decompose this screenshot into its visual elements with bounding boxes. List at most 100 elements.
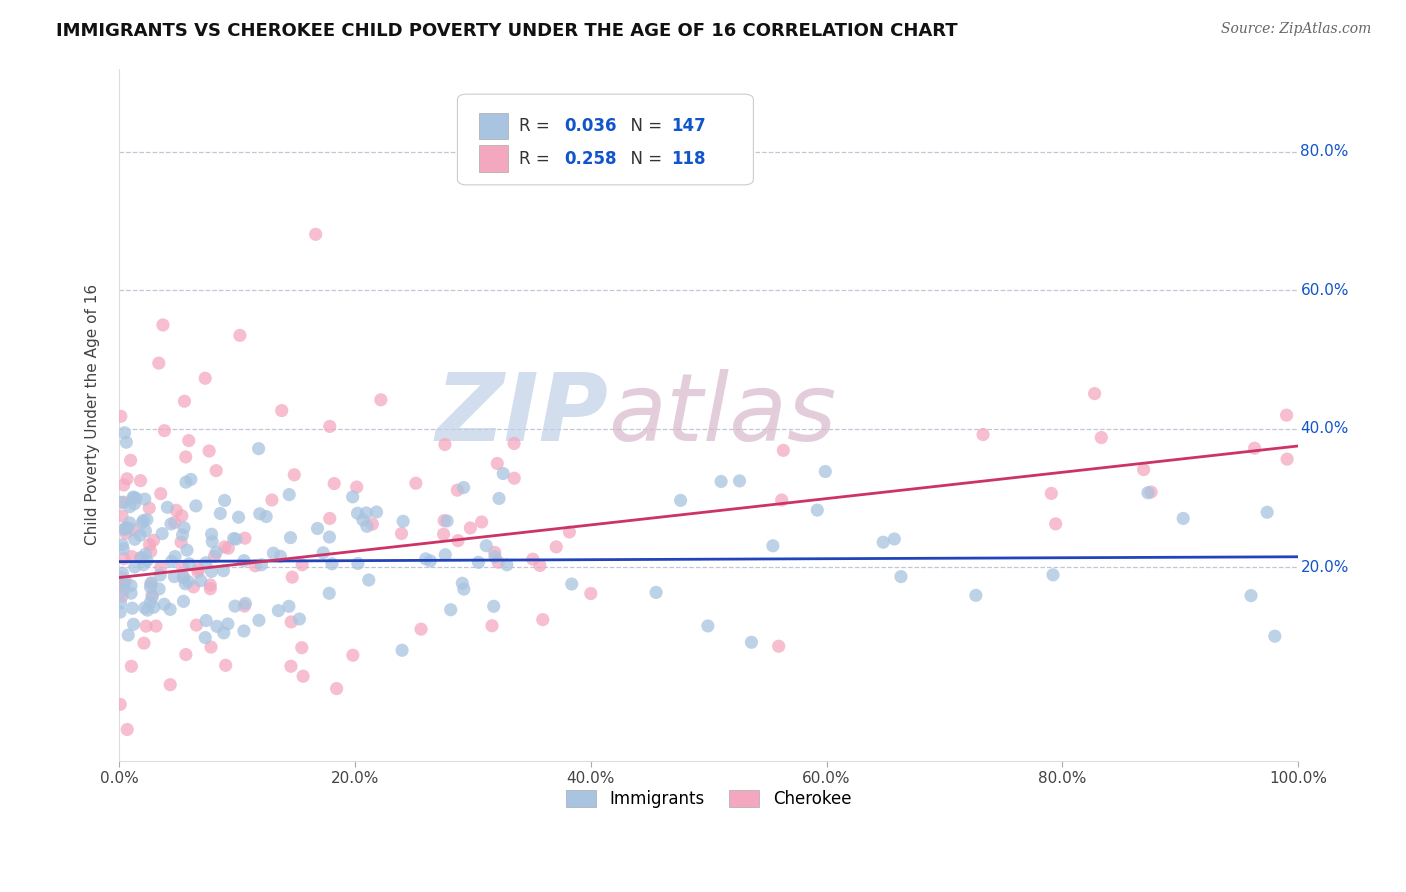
- Immigrants: [419, 554, 441, 568]
- Text: 80.0%: 80.0%: [1301, 145, 1348, 159]
- Immigrants: [179, 557, 201, 571]
- Cherokee: [152, 318, 174, 332]
- Immigrants: [122, 617, 145, 632]
- Cherokee: [183, 580, 205, 594]
- Text: Source: ZipAtlas.com: Source: ZipAtlas.com: [1220, 22, 1371, 37]
- Immigrants: [222, 532, 245, 546]
- Immigrants: [235, 596, 257, 610]
- Immigrants: [645, 585, 668, 599]
- Cherokee: [770, 493, 793, 508]
- Cherokee: [1084, 386, 1107, 401]
- Immigrants: [160, 516, 183, 531]
- Immigrants: [111, 538, 134, 552]
- Immigrants: [247, 442, 270, 456]
- Immigrants: [200, 527, 222, 541]
- Immigrants: [117, 628, 139, 642]
- Cherokee: [122, 523, 145, 537]
- Cherokee: [446, 483, 468, 498]
- Immigrants: [434, 548, 457, 562]
- Immigrants: [177, 574, 200, 589]
- Cherokee: [531, 166, 554, 180]
- Cherokee: [121, 549, 143, 564]
- Immigrants: [1173, 511, 1195, 525]
- Immigrants: [250, 558, 273, 572]
- Cherokee: [546, 540, 568, 554]
- Immigrants: [125, 491, 148, 505]
- Immigrants: [131, 551, 153, 566]
- Cherokee: [110, 698, 132, 712]
- Immigrants: [159, 602, 181, 616]
- Immigrants: [149, 568, 172, 582]
- Cherokee: [204, 549, 226, 564]
- Cherokee: [245, 558, 267, 573]
- Immigrants: [814, 465, 837, 479]
- Cherokee: [115, 526, 138, 541]
- Cherokee: [142, 533, 165, 548]
- Immigrants: [467, 555, 489, 569]
- Immigrants: [132, 513, 155, 527]
- Immigrants: [883, 532, 905, 546]
- Text: R =: R =: [519, 150, 555, 168]
- Immigrants: [190, 574, 212, 588]
- Cherokee: [1090, 431, 1112, 445]
- Cherokee: [579, 586, 602, 600]
- Immigrants: [228, 510, 250, 524]
- Immigrants: [201, 534, 224, 549]
- Cherokee: [325, 681, 347, 696]
- Immigrants: [482, 599, 505, 614]
- Immigrants: [561, 577, 583, 591]
- Immigrants: [141, 575, 163, 590]
- Cherokee: [139, 577, 162, 591]
- Immigrants: [184, 499, 207, 513]
- Cherokee: [772, 443, 794, 458]
- Immigrants: [112, 575, 135, 590]
- Cherokee: [129, 550, 152, 565]
- Immigrants: [134, 524, 156, 538]
- Cherokee: [270, 403, 292, 417]
- Cherokee: [114, 522, 136, 536]
- Immigrants: [135, 512, 157, 526]
- Immigrants: [288, 612, 311, 626]
- Immigrants: [366, 505, 388, 519]
- Immigrants: [110, 596, 132, 610]
- Immigrants: [194, 631, 217, 645]
- Cherokee: [233, 599, 256, 613]
- Immigrants: [124, 533, 146, 547]
- Immigrants: [150, 526, 173, 541]
- Immigrants: [318, 530, 340, 544]
- Immigrants: [134, 547, 156, 561]
- Cherokee: [214, 540, 236, 554]
- Cherokee: [112, 551, 135, 566]
- Cherokee: [291, 558, 314, 572]
- Cherokee: [305, 227, 328, 242]
- Immigrants: [233, 554, 256, 568]
- Cherokee: [433, 527, 456, 541]
- Cherokee: [319, 511, 342, 525]
- Text: 0.258: 0.258: [565, 150, 617, 168]
- Cherokee: [346, 480, 368, 494]
- Immigrants: [141, 590, 163, 604]
- Cherokee: [215, 658, 238, 673]
- Cherokee: [280, 659, 302, 673]
- Cherokee: [405, 476, 427, 491]
- Immigrants: [321, 557, 343, 571]
- Legend: Immigrants, Cherokee: Immigrants, Cherokee: [560, 783, 858, 815]
- Cherokee: [205, 464, 228, 478]
- Cherokee: [111, 508, 134, 523]
- Cherokee: [1275, 408, 1298, 422]
- Immigrants: [278, 487, 301, 501]
- Immigrants: [475, 539, 498, 553]
- Immigrants: [209, 507, 232, 521]
- Cherokee: [111, 570, 134, 584]
- Immigrants: [342, 490, 364, 504]
- Cherokee: [522, 552, 544, 566]
- Immigrants: [806, 503, 828, 517]
- FancyBboxPatch shape: [478, 145, 508, 172]
- Immigrants: [118, 516, 141, 530]
- Text: 147: 147: [671, 117, 706, 135]
- Cherokee: [172, 570, 194, 584]
- Immigrants: [139, 580, 162, 594]
- Text: 0.036: 0.036: [565, 117, 617, 135]
- Cherokee: [194, 371, 217, 385]
- Immigrants: [347, 557, 370, 571]
